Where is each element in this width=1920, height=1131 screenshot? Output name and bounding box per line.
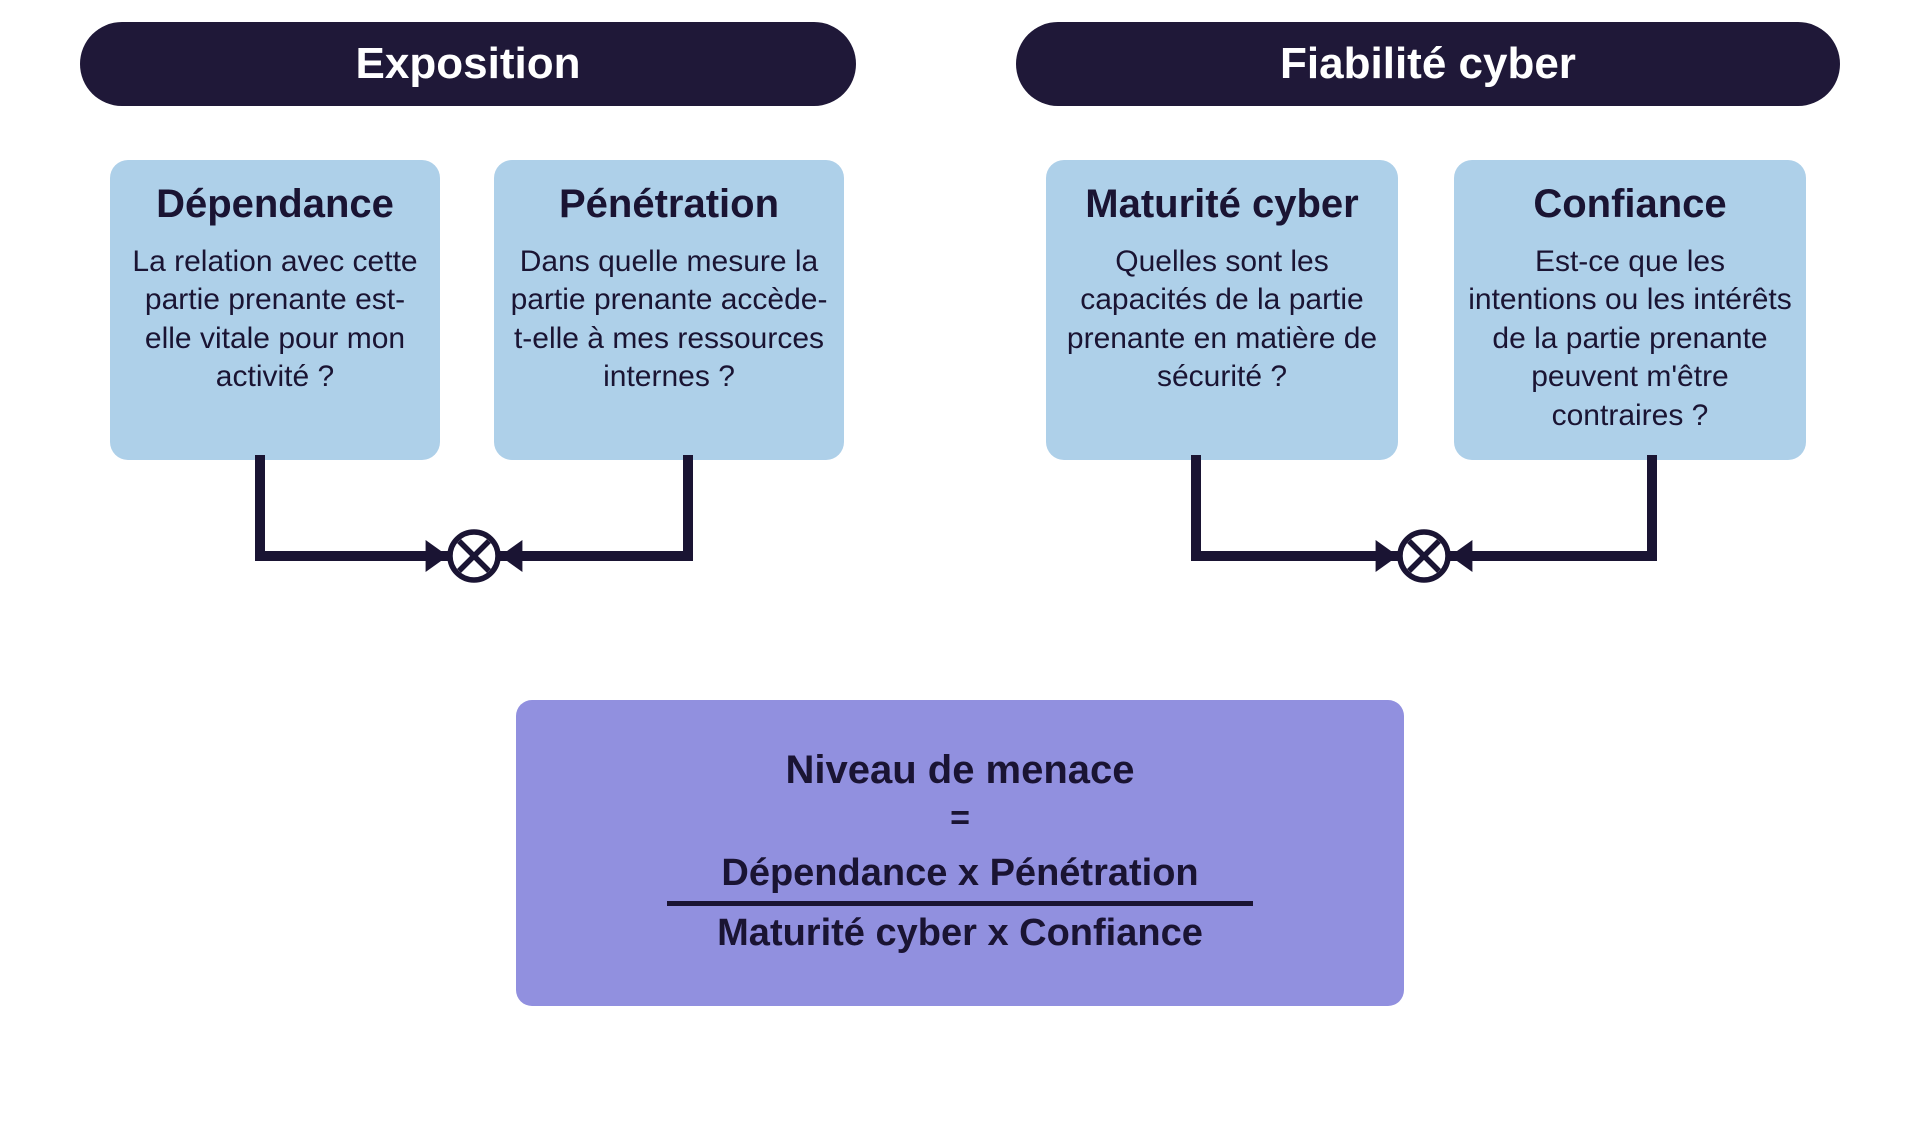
card-maturite: Maturité cyber Quelles sont les capacité…	[1046, 160, 1398, 460]
diagram-canvas: { "layout": { "canvas": { "width": 1920,…	[0, 0, 1920, 1131]
card-confiance-body: Est-ce que les intentions ou les intérêt…	[1468, 243, 1792, 435]
card-maturite-title: Maturité cyber	[1060, 182, 1384, 227]
result-title: Niveau de menace	[785, 748, 1134, 793]
card-penetration-body: Dans quelle mesure la partie prenante ac…	[508, 243, 830, 397]
result-numerator: Dépendance x Pénétration	[713, 848, 1206, 899]
card-penetration: Pénétration Dans quelle mesure la partie…	[494, 160, 844, 460]
result-box: Niveau de menace = Dépendance x Pénétrat…	[516, 700, 1404, 1006]
result-fraction: Dépendance x Pénétration Maturité cyber …	[667, 848, 1253, 959]
card-confiance-title: Confiance	[1468, 182, 1792, 227]
header-exposition: Exposition	[80, 22, 856, 106]
result-denominator: Maturité cyber x Confiance	[709, 908, 1211, 959]
header-fiabilite-label: Fiabilité cyber	[1280, 39, 1576, 89]
card-confiance: Confiance Est-ce que les intentions ou l…	[1454, 160, 1806, 460]
card-penetration-title: Pénétration	[508, 182, 830, 227]
card-dependance-body: La relation avec cette partie prenante e…	[124, 243, 426, 397]
result-fraction-bar	[667, 901, 1253, 906]
header-fiabilite: Fiabilité cyber	[1016, 22, 1840, 106]
card-dependance: Dépendance La relation avec cette partie…	[110, 160, 440, 460]
card-maturite-body: Quelles sont les capacités de la partie …	[1060, 243, 1384, 397]
result-equals: =	[950, 799, 970, 838]
header-exposition-label: Exposition	[356, 39, 581, 89]
card-dependance-title: Dépendance	[124, 182, 426, 227]
